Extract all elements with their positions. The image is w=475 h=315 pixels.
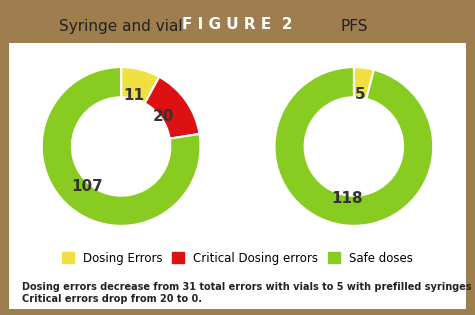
Text: 11: 11	[124, 88, 144, 103]
Wedge shape	[121, 67, 159, 103]
Text: 118: 118	[332, 191, 363, 206]
Text: 107: 107	[71, 179, 103, 194]
Text: 5: 5	[355, 87, 366, 102]
Text: Dosing errors decrease from 31 total errors with vials to 5 with prefilled syrin: Dosing errors decrease from 31 total err…	[22, 282, 475, 304]
Text: F I G U R E  2: F I G U R E 2	[182, 17, 293, 32]
Title: PFS: PFS	[340, 19, 368, 34]
Wedge shape	[275, 67, 433, 226]
Wedge shape	[145, 77, 200, 139]
Text: 20: 20	[153, 109, 175, 124]
Wedge shape	[42, 67, 200, 226]
Title: Syringe and vial: Syringe and vial	[59, 19, 183, 34]
Wedge shape	[354, 67, 374, 99]
Legend: Dosing Errors, Critical Dosing errors, Safe doses: Dosing Errors, Critical Dosing errors, S…	[57, 247, 418, 270]
